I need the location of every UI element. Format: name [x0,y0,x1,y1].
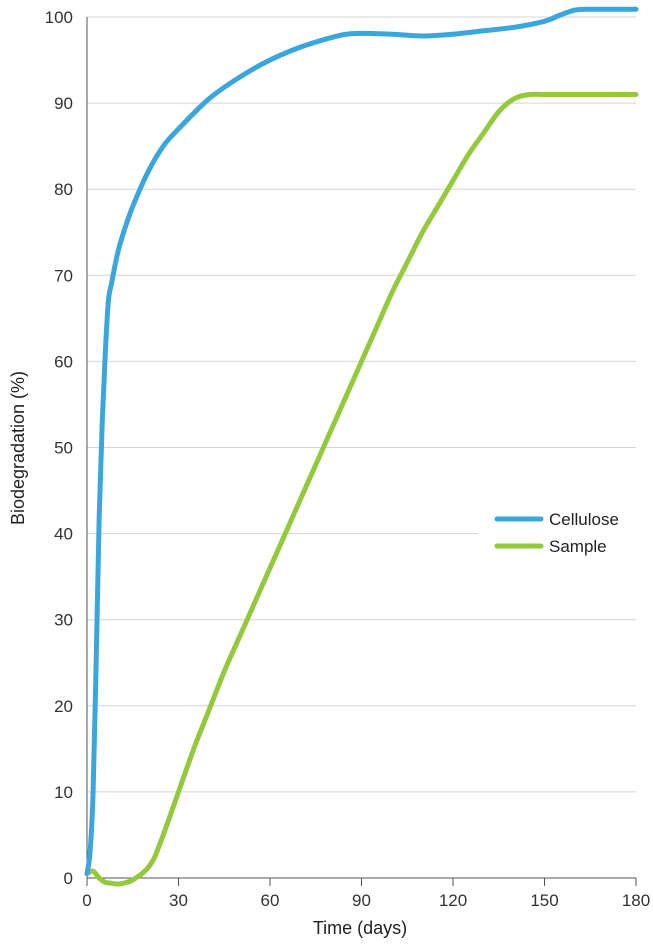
x-tick-label: 30 [169,891,188,910]
axes [86,17,637,886]
y-tick-label: 0 [64,869,73,888]
x-tick-label: 150 [530,891,558,910]
x-tick-label: 60 [261,891,280,910]
x-tick-label: 120 [439,891,467,910]
y-tick-label: 70 [54,266,73,285]
x-tick-labels: 0 30 60 90 120 150 180 [82,891,650,910]
y-tick-label: 100 [45,8,73,27]
legend-label-sample: Sample [549,537,607,556]
series-layer [84,6,639,887]
series-line-sample [84,91,639,887]
y-tick-label: 80 [54,180,73,199]
legend-label-cellulose: Cellulose [549,510,619,529]
grid-lines [87,16,636,793]
y-tick-label: 30 [54,611,73,630]
legend-background [478,500,638,566]
y-tick-label: 40 [54,525,73,544]
x-tick-label: 0 [82,891,91,910]
y-tick-labels: 0 10 20 30 40 50 60 70 80 90 100 [45,8,73,888]
y-tick-label: 60 [54,352,73,371]
x-axis-title: Time (days) [313,918,407,938]
series-line-cellulose [84,6,639,877]
x-tick-label: 90 [352,891,371,910]
x-tick-label: 180 [622,891,650,910]
legend: Cellulose Sample [478,500,638,566]
y-axis-title: Biodegradation (%) [8,371,28,525]
y-tick-label: 10 [54,783,73,802]
y-tick-label: 20 [54,697,73,716]
y-tick-label: 50 [54,439,73,458]
y-tick-label: 90 [54,94,73,113]
